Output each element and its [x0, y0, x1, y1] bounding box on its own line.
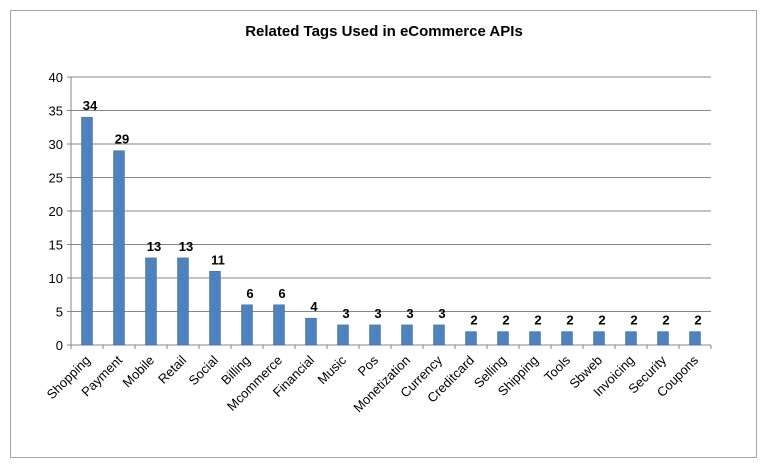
data-label: 29 — [115, 132, 129, 147]
bar-shopping — [81, 116, 93, 346]
data-label: 13 — [179, 239, 193, 254]
data-label: 2 — [662, 313, 669, 328]
data-label: 6 — [246, 286, 253, 301]
bar-shipping — [529, 331, 541, 346]
data-label: 2 — [566, 313, 573, 328]
bar-currency — [433, 324, 445, 346]
y-tick-label: 40 — [49, 70, 63, 85]
data-label: 2 — [694, 313, 701, 328]
data-label: 13 — [147, 239, 161, 254]
data-label: 3 — [406, 306, 413, 321]
y-tick-label: 5 — [56, 305, 63, 320]
data-label: 3 — [374, 306, 381, 321]
bar-pos — [369, 324, 381, 346]
bar-social — [209, 271, 221, 346]
y-tick-label: 20 — [49, 204, 63, 219]
y-tick-label: 10 — [49, 271, 63, 286]
y-tick-label: 25 — [49, 171, 63, 186]
y-tick-label: 0 — [56, 338, 63, 353]
bar-financial — [305, 317, 317, 346]
chart-frame — [10, 10, 757, 458]
bar-coupons — [689, 331, 701, 346]
x-tick-label: Mobile — [119, 353, 157, 391]
data-label: 11 — [211, 252, 225, 267]
bar-mobile — [145, 257, 157, 346]
data-label: 2 — [630, 313, 637, 328]
x-tick-label: Retail — [155, 352, 189, 386]
bar-security — [657, 331, 669, 346]
data-label: 2 — [534, 313, 541, 328]
bar-invoicing — [625, 331, 637, 346]
bar-billing — [241, 304, 253, 346]
x-tick-label: Music — [315, 352, 350, 387]
bar-music — [337, 324, 349, 346]
bar-creditcard — [465, 331, 477, 346]
data-label: 2 — [470, 313, 477, 328]
data-label: 3 — [438, 306, 445, 321]
data-label: 4 — [310, 299, 318, 314]
chart-title: Related Tags Used in eCommerce APIs — [245, 23, 523, 40]
y-tick-label: 15 — [49, 238, 63, 253]
x-tick-label: Pos — [355, 352, 382, 379]
data-label: 2 — [598, 313, 605, 328]
bar-mcommerce — [273, 304, 285, 346]
bar-selling — [497, 331, 509, 346]
bar-monetization — [401, 324, 413, 346]
bar-retail — [177, 257, 189, 346]
y-tick-label: 35 — [49, 104, 63, 119]
x-tick-label: Social — [185, 352, 221, 388]
bar-payment — [113, 150, 125, 346]
bar-tools — [561, 331, 573, 346]
data-label: 3 — [342, 306, 349, 321]
bar-sbweb — [593, 331, 605, 346]
y-tick-label: 30 — [49, 137, 63, 152]
data-label: 34 — [83, 98, 98, 113]
data-label: 6 — [278, 286, 285, 301]
data-label: 2 — [502, 313, 509, 328]
